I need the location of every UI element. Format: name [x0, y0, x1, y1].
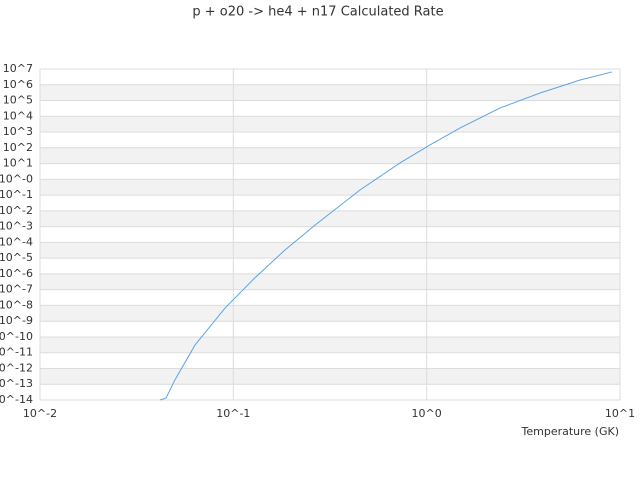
y-tick-label: 10^2 [3, 141, 33, 154]
grid-band [40, 147, 620, 164]
y-tick-label: 10^-7 [0, 283, 33, 296]
y-tick-label: 10^-1 [0, 188, 33, 201]
x-tick-label: 10^1 [605, 407, 635, 420]
x-axis-label: Temperature (GK) [521, 425, 620, 438]
grid-band [40, 242, 620, 259]
grid [39, 68, 621, 401]
y-tick-label: 10^-8 [0, 298, 33, 311]
data-line [159, 71, 613, 401]
grid-band [40, 368, 620, 385]
y-tick-label: 10^-9 [0, 314, 33, 327]
y-tick-label: 10^-13 [0, 377, 33, 390]
y-tick-label: 10^-14 [0, 393, 33, 406]
y-tick-label: 10^3 [3, 125, 33, 138]
grid-band [40, 336, 620, 353]
y-tick-label: 10^4 [3, 109, 33, 122]
x-tick-label: 10^-1 [216, 407, 250, 420]
y-tick-label: 10^6 [3, 78, 33, 91]
x-tick-label: 10^-2 [23, 407, 57, 420]
grid-band [40, 84, 620, 101]
y-tick-label: 10^-4 [0, 235, 33, 248]
y-tick-label: 10^-3 [0, 220, 33, 233]
chart-title: p + o20 -> he4 + n17 Calculated Rate [192, 5, 443, 20]
grid-band [40, 116, 620, 133]
y-tick-label: 10^5 [3, 94, 33, 107]
grid-band [40, 210, 620, 227]
y-tick-label: 10^-10 [0, 330, 33, 343]
grid-band [40, 179, 620, 196]
grid-band [40, 305, 620, 322]
y-tick-label: 10^1 [3, 157, 33, 170]
x-tick-label: 10^0 [412, 407, 442, 420]
y-tick-label: 10^-12 [0, 361, 33, 374]
y-tick-label: 10^-2 [0, 204, 33, 217]
y-tick-label: 10^-0 [0, 172, 33, 185]
y-tick-label: 10^-11 [0, 346, 33, 359]
y-tick-label: 10^-6 [0, 267, 33, 280]
y-tick-label: 10^7 [3, 62, 33, 75]
y-tick-label: 10^-5 [0, 251, 33, 264]
grid-band [40, 273, 620, 290]
